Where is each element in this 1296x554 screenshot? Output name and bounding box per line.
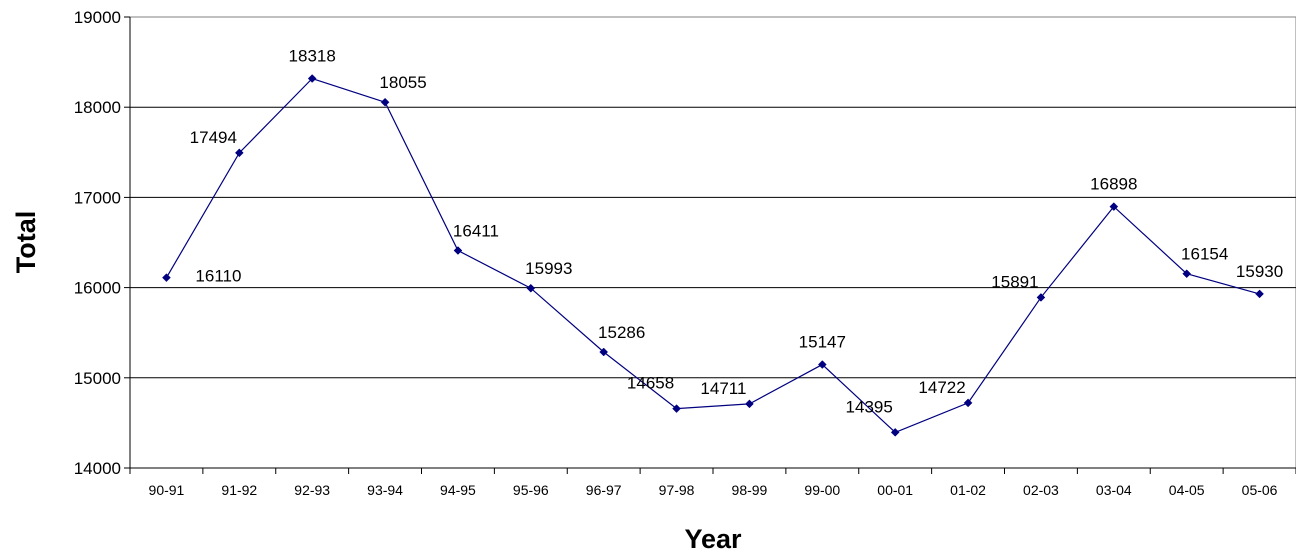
x-tick-label: 03-04 xyxy=(1096,482,1132,498)
data-point xyxy=(380,97,390,107)
x-tick-label: 95-96 xyxy=(513,482,549,498)
y-tick-label: 19000 xyxy=(74,8,121,27)
data-label: 15286 xyxy=(598,323,645,342)
data-point xyxy=(963,398,973,408)
x-tick-label: 00-01 xyxy=(877,482,913,498)
x-tick-label: 90-91 xyxy=(149,482,185,498)
data-point xyxy=(599,347,609,357)
data-label: 14395 xyxy=(846,397,893,416)
data-label: 18318 xyxy=(289,47,336,66)
x-tick-label: 92-93 xyxy=(294,482,330,498)
data-point xyxy=(1109,202,1119,211)
x-tick-label: 01-02 xyxy=(950,482,986,498)
data-point xyxy=(162,273,171,283)
x-tick-label: 05-06 xyxy=(1242,482,1278,498)
x-axis-title: Year xyxy=(684,524,742,554)
data-point xyxy=(453,246,463,255)
x-tick-label: 96-97 xyxy=(586,482,622,498)
data-label: 15891 xyxy=(991,272,1038,291)
grid-lines xyxy=(130,106,1296,379)
data-label: 16110 xyxy=(195,267,241,286)
data-label: 15147 xyxy=(799,333,846,352)
y-axis-title: Total xyxy=(11,211,41,274)
data-point xyxy=(890,428,900,437)
data-labels: 16110 17494 18318 18055 16411 15993 15286 14658… xyxy=(190,47,1284,417)
data-label: 18055 xyxy=(379,73,426,92)
x-tick-label: 94-95 xyxy=(440,482,476,498)
data-point xyxy=(1182,269,1192,279)
x-tick-label: 04-05 xyxy=(1169,482,1205,498)
plot-area xyxy=(129,16,1296,469)
data-point xyxy=(526,283,536,293)
data-label: 14658 xyxy=(627,374,674,393)
data-point xyxy=(1036,293,1046,302)
series-line xyxy=(165,77,1260,434)
data-point xyxy=(1255,289,1264,299)
x-tick-label: 99-00 xyxy=(804,482,840,498)
data-label: 15930 xyxy=(1236,262,1283,281)
data-point xyxy=(307,74,317,83)
data-label: 16411 xyxy=(453,222,499,241)
y-tick-label: 18000 xyxy=(74,98,121,117)
x-tick-label: 02-03 xyxy=(1023,482,1059,498)
data-label: 17494 xyxy=(190,128,237,147)
y-tick-label: 14000 xyxy=(74,459,121,478)
data-point xyxy=(672,404,681,414)
series-layer xyxy=(162,74,1264,437)
data-label: 16898 xyxy=(1090,175,1137,194)
y-tick-label: 17000 xyxy=(74,188,121,207)
data-label: 15993 xyxy=(525,259,572,278)
x-tick-label: 93-94 xyxy=(367,482,403,498)
x-tick-label: 97-98 xyxy=(659,482,695,498)
data-label: 14711 xyxy=(700,379,746,398)
data-point xyxy=(817,360,827,369)
data-label: 14722 xyxy=(918,378,965,397)
data-label: 16154 xyxy=(1181,245,1228,264)
y-tick-label: 15000 xyxy=(74,369,121,388)
x-tick-label: 98-99 xyxy=(732,482,768,498)
data-point xyxy=(234,148,244,158)
axes: 14000 15000 16000 17000 18000 19000 90-91 91-92… xyxy=(74,8,1296,498)
data-point xyxy=(745,399,754,409)
x-tick-label: 91-92 xyxy=(221,482,257,498)
y-tick-label: 16000 xyxy=(74,279,121,298)
